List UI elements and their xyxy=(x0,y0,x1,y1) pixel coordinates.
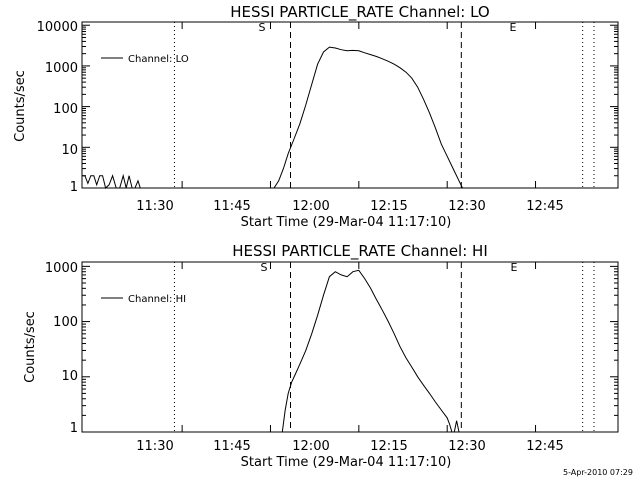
y-tick-label: 1 xyxy=(70,180,78,195)
y-tick-label: 100 xyxy=(53,315,78,330)
x-tick-label: 12:15 xyxy=(370,439,407,454)
end-marker-label: E xyxy=(511,261,518,274)
y-tick-label: 10000 xyxy=(37,20,78,35)
y-tick-label: 1 xyxy=(70,421,78,436)
chart-panel-hi: HESSI PARTICLE_RATE Channel: HI 1 10 100… xyxy=(23,242,619,470)
y-axis: 1 10 100 1000 10000 xyxy=(37,20,78,195)
x-tick-label: 12:30 xyxy=(448,199,485,214)
plot-frame xyxy=(81,261,619,433)
y-axis-title: Counts/sec xyxy=(13,70,28,142)
y-axis-title: Counts/sec xyxy=(23,311,38,383)
legend: Channel: LO xyxy=(101,54,189,65)
chart-title: HESSI PARTICLE_RATE Channel: LO xyxy=(230,3,489,22)
start-marker-label: S xyxy=(261,261,268,274)
y-tick-label: 10 xyxy=(61,143,78,158)
y-tick-label: 10 xyxy=(61,369,78,384)
x-axis: 11:30 11:45 12:00 12:15 12:30 12:45 xyxy=(136,199,563,214)
end-marker-label: E xyxy=(510,21,517,34)
legend-label: Channel: LO xyxy=(128,54,189,65)
x-tick-label: 11:30 xyxy=(136,439,173,454)
x-axis-title: Start Time (29-Mar-04 11:17:10) xyxy=(241,215,452,230)
plot-frame xyxy=(81,21,619,189)
chart-panel-lo: HESSI PARTICLE_RATE Channel: LO 1 10 100… xyxy=(13,3,619,230)
x-tick-label: 11:45 xyxy=(213,439,250,454)
start-marker-label: S xyxy=(259,21,266,34)
x-tick-label: 12:15 xyxy=(370,199,407,214)
x-tick-label: 11:45 xyxy=(213,199,250,214)
legend: Channel: HI xyxy=(101,294,186,305)
x-tick-label: 12:30 xyxy=(448,439,485,454)
y-tick-label: 1000 xyxy=(45,261,78,276)
x-tick-label: 12:00 xyxy=(292,439,329,454)
x-axis-title: Start Time (29-Mar-04 11:17:10) xyxy=(241,455,452,470)
series-line xyxy=(82,46,463,189)
y-axis: 1 10 100 1000 xyxy=(45,261,78,436)
footer-timestamp: 5-Apr-2010 07:29 xyxy=(563,468,633,477)
x-axis: 11:30 11:45 12:00 12:15 12:30 12:45 xyxy=(136,439,563,454)
x-tick-label: 12:45 xyxy=(526,199,563,214)
series-line xyxy=(281,269,460,433)
x-tick-label: 12:00 xyxy=(292,199,329,214)
y-tick-label: 100 xyxy=(53,102,78,117)
chart-title: HESSI PARTICLE_RATE Channel: HI xyxy=(232,242,488,261)
y-tick-label: 1000 xyxy=(45,61,78,76)
x-tick-label: 12:45 xyxy=(526,439,563,454)
x-tick-label: 11:30 xyxy=(136,199,173,214)
legend-label: Channel: HI xyxy=(128,294,186,305)
